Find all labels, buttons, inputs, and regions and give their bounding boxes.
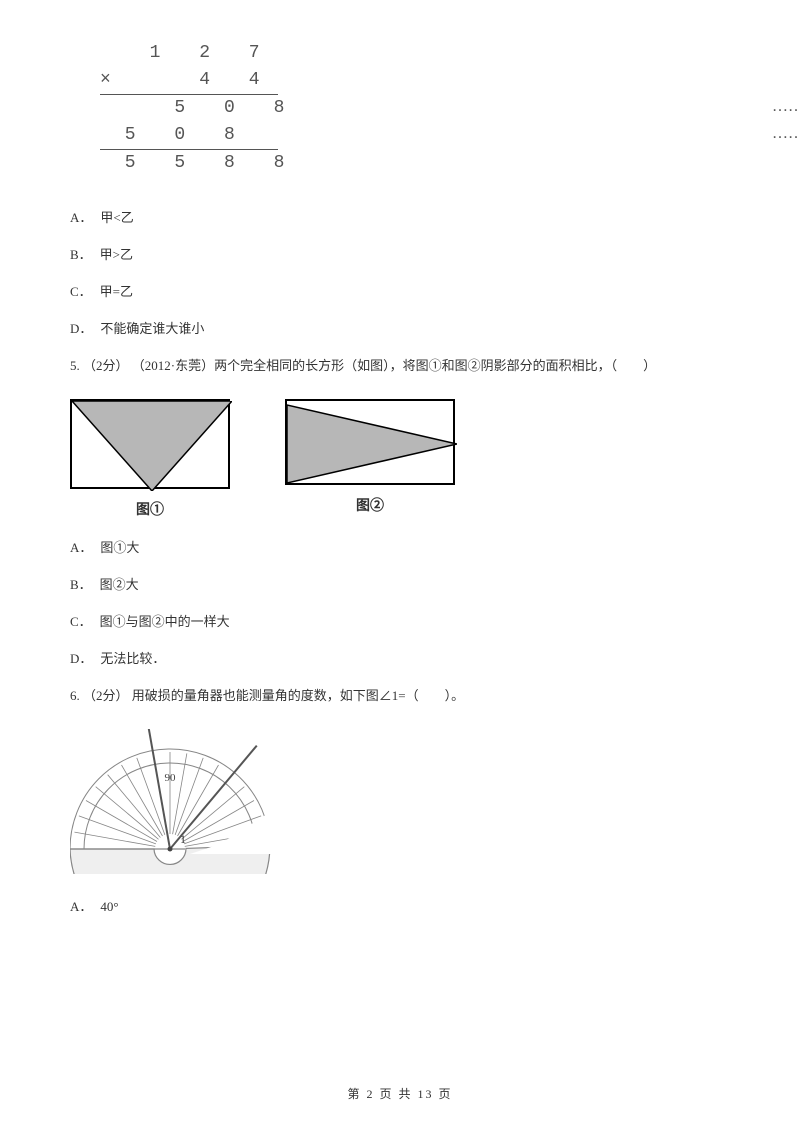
protractor-svg: 90 1 (70, 729, 310, 874)
q5-rect-2 (285, 399, 455, 485)
option-letter: A． (70, 540, 92, 555)
mult-sum: 5 5 8 8 (100, 153, 298, 173)
q5-triangle-1 (72, 401, 232, 491)
option-letter: B． (70, 577, 92, 592)
q5-rect-1 (70, 399, 230, 489)
q5-figure-1: 图① (70, 399, 230, 519)
svg-text:90: 90 (165, 772, 177, 784)
q5-caption-1: 图① (70, 499, 230, 519)
option-text: 甲<乙 (100, 210, 133, 225)
mult-operator-row: × 4 4 (100, 67, 278, 95)
svg-text:1: 1 (180, 832, 186, 846)
q5-text: 5. （2分） （2012·东莞）两个完全相同的长方形（如图），将图①和图②阴影… (70, 355, 730, 377)
q6-text: 6. （2分） 用破损的量角器也能测量角的度数，如下图∠1=（ ）。 (70, 685, 730, 707)
option-text: 不能确定谁大谁小 (100, 321, 204, 336)
q5-figure-2: 图② (285, 399, 455, 515)
mult-partial1: 5 0 8 (100, 98, 298, 118)
option-text: 无法比较． (100, 651, 165, 666)
option-letter: D． (70, 321, 92, 336)
q5-option-d: D． 无法比较． (70, 648, 730, 667)
q5-triangle-2 (287, 401, 457, 487)
option-text: 图①与图②中的一样大 (100, 614, 230, 629)
option-text: 图②大 (100, 577, 139, 592)
mult-top: 1 2 7 (100, 43, 274, 63)
label-jia: ……甲 (772, 95, 800, 119)
q6-option-a: A． 40° (70, 896, 730, 915)
q6-protractor: 90 1 (70, 729, 730, 878)
page-footer: 第 2 页 共 13 页 (0, 1085, 800, 1102)
option-text: 40° (100, 899, 118, 914)
option-letter: A． (70, 899, 92, 914)
q5-option-c: C． 图①与图②中的一样大 (70, 611, 730, 630)
mult-partial2: 5 0 8 (100, 122, 278, 150)
option-letter: D． (70, 651, 92, 666)
option-text: 甲>乙 (100, 247, 133, 262)
q4-option-a: A． 甲<乙 (70, 207, 730, 226)
q4-option-c: C． 甲=乙 (70, 281, 730, 300)
option-text: 甲=乙 (100, 284, 133, 299)
option-letter: C． (70, 614, 92, 629)
multiplication-work: 1 2 7 × 4 4 5 0 8……甲 5 0 8 ……乙 5 5 8 8 (100, 40, 730, 177)
q4-option-b: B． 甲>乙 (70, 244, 730, 263)
q5-figures: 图① 图② (70, 399, 730, 519)
option-letter: A． (70, 210, 92, 225)
option-letter: B． (70, 247, 92, 262)
q5-option-a: A． 图①大 (70, 537, 730, 556)
q5-option-b: B． 图②大 (70, 574, 730, 593)
option-letter: C． (70, 284, 92, 299)
q4-option-d: D． 不能确定谁大谁小 (70, 318, 730, 337)
label-yi: ……乙 (772, 122, 800, 146)
q5-caption-2: 图② (285, 495, 455, 515)
option-text: 图①大 (100, 540, 139, 555)
